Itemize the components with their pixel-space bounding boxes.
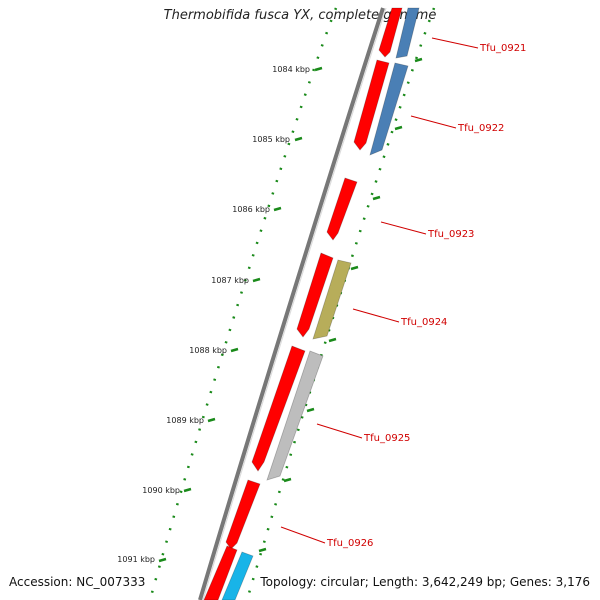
tick-inner-6 (183, 487, 192, 493)
gene-arrow-tfu-0921-a (378, 7, 403, 58)
gene-arrow-tfu-0926 (225, 479, 261, 550)
leader-line-2 (380, 221, 427, 235)
gene-label-tfu-0924: Tfu_0924 (400, 317, 447, 328)
topology-text: Topology: circular; Length: 3,642,249 bp… (260, 575, 590, 589)
kbp-label-1089: 1089 kbp (166, 416, 204, 425)
kbp-label-1090: 1090 kbp (142, 486, 180, 495)
label-leaders (280, 37, 479, 544)
gene-labels: Tfu_0921 Tfu_0922 Tfu_0923 Tfu_0924 Tfu_… (326, 43, 526, 549)
gene-arrow-tfu-0927-b (221, 551, 254, 600)
tick-inner-0 (314, 66, 323, 72)
tick-outer-5 (306, 407, 315, 413)
gene-label-tfu-0923: Tfu_0923 (427, 229, 474, 240)
leader-line-1 (410, 115, 457, 129)
gene-arrow-tfu-0925-b (266, 350, 324, 481)
tick-inner-4 (230, 347, 239, 353)
gene-arrow-tfu-0925-a (251, 345, 306, 472)
leader-line-0 (431, 37, 479, 49)
map-title: Thermobifida fusca YX, complete genome (163, 8, 437, 23)
gene-label-tfu-0922: Tfu_0922 (457, 123, 504, 134)
gene-label-tfu-0926: Tfu_0926 (326, 538, 373, 549)
tick-outer-6 (283, 477, 292, 483)
tick-outer-7 (258, 547, 267, 553)
gene-arrow-tfu-0927-a (203, 545, 238, 600)
gene-arrow-tfu-0924-b (312, 259, 352, 340)
tick-inner-7 (158, 557, 167, 563)
kbp-label-1088: 1088 kbp (189, 346, 227, 355)
accession-text: Accession: NC_007333 (9, 575, 146, 589)
kbp-label-1091: 1091 kbp (117, 555, 155, 564)
gene-arrow-tfu-0923 (326, 177, 358, 241)
gene-label-tfu-0921: Tfu_0921 (479, 43, 526, 54)
tick-outer-0 (414, 57, 423, 63)
tick-inner-3 (252, 277, 261, 283)
kbp-label-1085: 1085 kbp (252, 135, 290, 144)
genome-backbone-highlight (202, 7, 387, 600)
tick-outer-1 (394, 125, 403, 131)
genome-backbone (198, 7, 385, 600)
kbp-label-1084: 1084 kbp (272, 65, 310, 74)
gene-arrow-tfu-0922-a (353, 59, 390, 151)
tick-inner-2 (273, 206, 282, 212)
tick-marks (158, 57, 423, 563)
tick-inner-5 (207, 417, 216, 423)
leader-line-4 (316, 423, 363, 439)
gene-arrow-tfu-0922-b (369, 62, 409, 156)
leader-line-5 (280, 526, 326, 544)
tick-outer-3 (350, 265, 359, 271)
gene-label-tfu-0925: Tfu_0925 (363, 433, 410, 444)
leader-line-3 (352, 308, 400, 323)
tick-outer-2 (372, 195, 381, 201)
gene-arrow-tfu-0921-b (395, 7, 420, 59)
inner-dotted-ruler (148, 7, 338, 600)
gene-features (203, 7, 420, 600)
kbp-label-1086: 1086 kbp (232, 205, 270, 214)
tick-inner-1 (294, 136, 303, 142)
tick-outer-4 (328, 337, 337, 343)
outer-dotted-ruler (245, 7, 436, 600)
kbp-labels: 1084 kbp 1085 kbp 1086 kbp 1087 kbp 1088… (117, 65, 310, 564)
kbp-label-1087: 1087 kbp (211, 276, 249, 285)
gene-arrow-tfu-0924-a (296, 252, 334, 338)
